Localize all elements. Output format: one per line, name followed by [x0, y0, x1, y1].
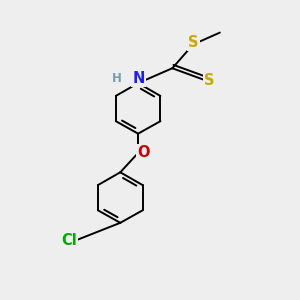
Text: H: H — [112, 72, 122, 85]
Text: S: S — [204, 73, 215, 88]
Text: Cl: Cl — [61, 233, 77, 248]
Text: N: N — [132, 71, 145, 86]
Text: S: S — [188, 35, 198, 50]
Text: O: O — [137, 146, 149, 160]
